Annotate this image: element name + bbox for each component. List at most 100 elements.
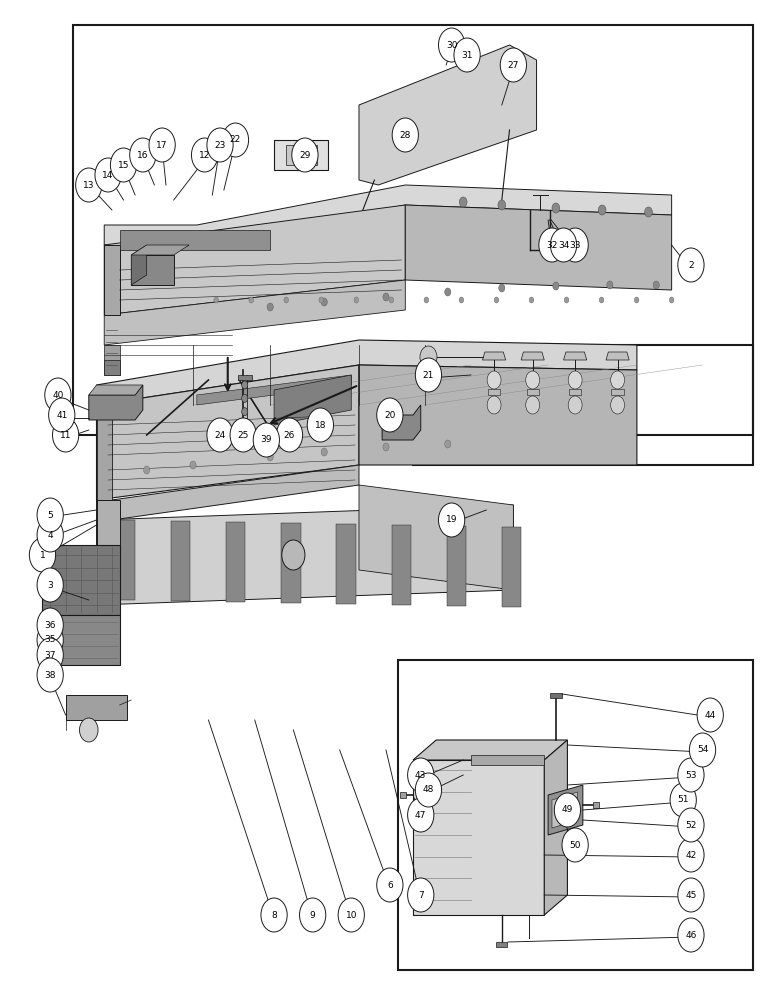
Circle shape — [207, 128, 233, 162]
Bar — [398, 660, 753, 970]
Circle shape — [553, 282, 559, 290]
Polygon shape — [413, 740, 567, 760]
Polygon shape — [104, 205, 405, 315]
Circle shape — [95, 158, 121, 192]
Text: 22: 22 — [230, 135, 241, 144]
Circle shape — [678, 758, 704, 792]
Circle shape — [190, 461, 196, 469]
Polygon shape — [104, 245, 120, 315]
Text: 32: 32 — [547, 240, 557, 249]
Circle shape — [130, 138, 156, 172]
Circle shape — [37, 568, 63, 602]
Circle shape — [389, 297, 394, 303]
Circle shape — [635, 297, 639, 303]
Text: 45: 45 — [686, 890, 696, 900]
Polygon shape — [104, 360, 120, 375]
Text: 13: 13 — [83, 180, 94, 190]
Circle shape — [499, 284, 505, 292]
Text: 51: 51 — [678, 796, 689, 804]
Circle shape — [500, 48, 527, 82]
Polygon shape — [552, 792, 577, 828]
Polygon shape — [496, 942, 507, 947]
Circle shape — [242, 408, 248, 416]
Circle shape — [653, 281, 659, 289]
Text: 42: 42 — [686, 850, 696, 859]
Polygon shape — [442, 35, 449, 40]
Text: 41: 41 — [56, 410, 67, 420]
Polygon shape — [274, 140, 328, 170]
Circle shape — [552, 203, 560, 213]
Polygon shape — [286, 145, 317, 165]
Circle shape — [230, 418, 256, 452]
Circle shape — [697, 698, 723, 732]
Polygon shape — [337, 524, 356, 604]
Text: 47: 47 — [415, 810, 426, 820]
Circle shape — [249, 297, 253, 303]
Circle shape — [45, 378, 71, 412]
Text: 34: 34 — [558, 240, 569, 249]
Text: 48: 48 — [423, 786, 434, 794]
Circle shape — [415, 358, 442, 392]
Circle shape — [284, 297, 289, 303]
Polygon shape — [550, 693, 562, 698]
Polygon shape — [569, 389, 581, 395]
Text: 12: 12 — [199, 150, 210, 159]
Text: 15: 15 — [118, 160, 129, 169]
Circle shape — [607, 281, 613, 289]
Text: 21: 21 — [423, 370, 434, 379]
Circle shape — [392, 118, 418, 152]
Polygon shape — [96, 505, 513, 605]
Circle shape — [377, 868, 403, 902]
Polygon shape — [400, 792, 406, 798]
Circle shape — [408, 758, 434, 792]
Circle shape — [678, 808, 704, 842]
Text: 19: 19 — [446, 516, 457, 524]
Text: 23: 23 — [215, 140, 225, 149]
Circle shape — [487, 371, 501, 389]
Circle shape — [611, 371, 625, 389]
Circle shape — [144, 466, 150, 474]
Polygon shape — [96, 405, 112, 500]
Polygon shape — [131, 245, 147, 285]
Circle shape — [321, 298, 327, 306]
Text: 7: 7 — [418, 890, 424, 900]
Circle shape — [689, 733, 716, 767]
Circle shape — [383, 293, 389, 301]
Circle shape — [562, 828, 588, 862]
Text: 46: 46 — [686, 930, 696, 940]
Circle shape — [253, 423, 279, 457]
Circle shape — [564, 297, 569, 303]
Circle shape — [526, 396, 540, 414]
Text: 24: 24 — [215, 430, 225, 440]
Circle shape — [445, 440, 451, 448]
Circle shape — [678, 838, 704, 872]
Text: 37: 37 — [45, 650, 56, 660]
Circle shape — [300, 898, 326, 932]
Circle shape — [110, 148, 137, 182]
Text: 29: 29 — [300, 150, 310, 159]
Circle shape — [678, 918, 704, 952]
Polygon shape — [226, 522, 245, 602]
Circle shape — [76, 168, 102, 202]
Circle shape — [550, 228, 577, 262]
Polygon shape — [131, 245, 189, 255]
Text: 49: 49 — [562, 806, 573, 814]
Circle shape — [242, 381, 248, 389]
Text: 11: 11 — [60, 430, 71, 440]
Polygon shape — [274, 375, 351, 425]
Circle shape — [37, 608, 63, 642]
Polygon shape — [359, 485, 513, 590]
Circle shape — [307, 408, 334, 442]
Text: 35: 35 — [45, 636, 56, 645]
Circle shape — [261, 898, 287, 932]
Text: 2: 2 — [688, 260, 694, 269]
Text: 25: 25 — [238, 430, 249, 440]
Text: 10: 10 — [346, 910, 357, 920]
Text: 30: 30 — [446, 40, 457, 49]
Circle shape — [321, 448, 327, 456]
Circle shape — [438, 503, 465, 537]
Polygon shape — [104, 280, 405, 345]
Text: 43: 43 — [415, 770, 426, 780]
Circle shape — [568, 396, 582, 414]
Circle shape — [529, 297, 533, 303]
